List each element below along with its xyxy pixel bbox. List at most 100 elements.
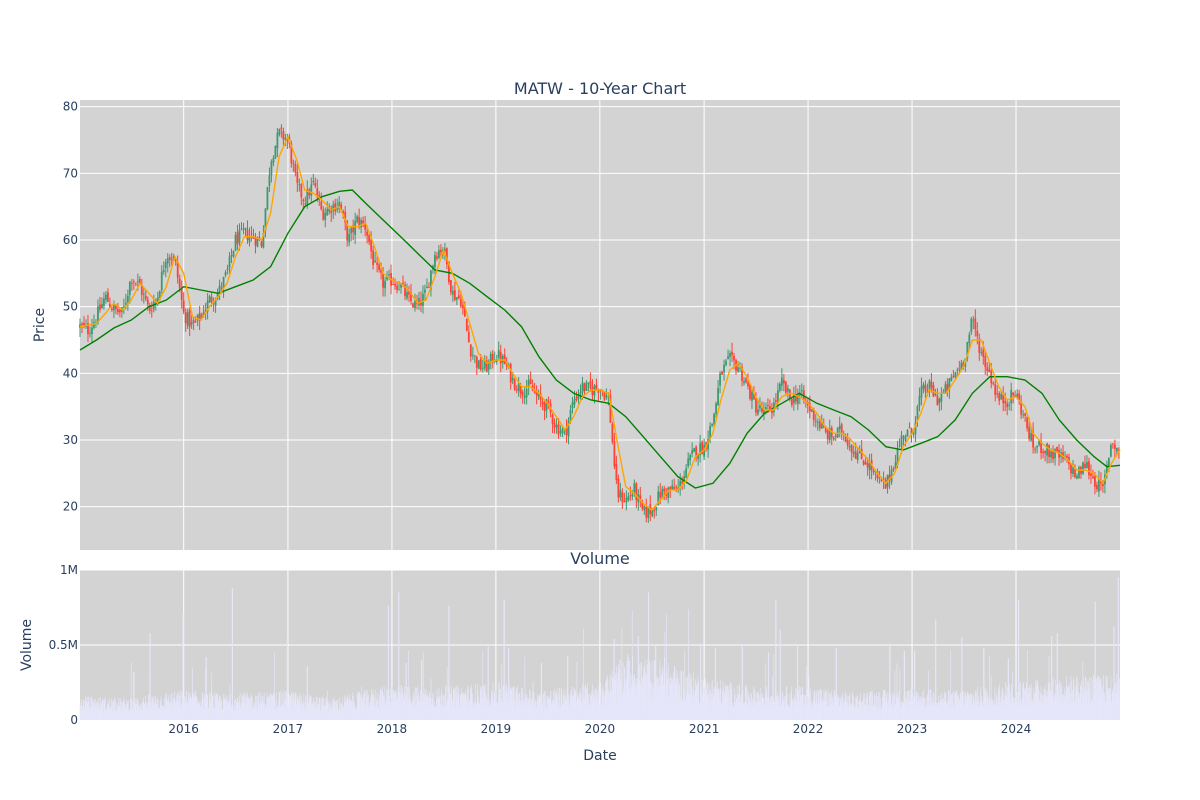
- volume-bar: [106, 704, 108, 720]
- volume-bar: [161, 709, 163, 720]
- volume-bar: [196, 703, 198, 720]
- volume-bar: [482, 693, 484, 720]
- volume-bar: [808, 688, 809, 720]
- candle-body: [541, 401, 544, 405]
- volume-bar: [372, 693, 373, 720]
- volume-bar: [680, 696, 681, 720]
- volume-bar: [793, 694, 795, 720]
- volume-bar: [419, 701, 421, 720]
- volume-bar: [1046, 696, 1048, 720]
- volume-bar: [370, 695, 372, 720]
- volume-bar: [416, 699, 418, 720]
- volume-bar: [517, 693, 519, 720]
- candle-body: [426, 286, 428, 289]
- candle-body: [380, 269, 382, 273]
- volume-bar: [269, 692, 271, 720]
- volume-bar: [259, 702, 261, 720]
- volume-bar: [344, 695, 346, 720]
- volume-bar: [964, 692, 966, 720]
- volume-bar: [629, 694, 631, 720]
- volume-bar: [146, 710, 148, 720]
- candle-body: [202, 312, 205, 316]
- volume-bar: [896, 695, 897, 720]
- volume-bar: [506, 683, 508, 720]
- volume-bar: [923, 690, 925, 720]
- volume-bar: [453, 688, 455, 720]
- volume-bar: [202, 692, 204, 720]
- volume-bar: [627, 654, 629, 720]
- volume-bar: [918, 695, 920, 720]
- volume-bar: [336, 703, 338, 720]
- volume-bar: [463, 692, 465, 720]
- volume-bar: [729, 706, 731, 720]
- volume-bar: [761, 698, 762, 720]
- volume-bar: [144, 703, 146, 720]
- volume-bar: [275, 692, 277, 720]
- volume-bar: [549, 696, 551, 720]
- volume-bar: [86, 696, 88, 720]
- volume-bar: [1087, 704, 1089, 720]
- volume-bar: [985, 692, 986, 720]
- volume-bar: [665, 674, 667, 720]
- volume-bar: [838, 697, 840, 720]
- volume-bar: [408, 704, 410, 720]
- volume-bar: [607, 675, 608, 720]
- volume-bar: [272, 695, 274, 720]
- volume-bar: [338, 710, 339, 720]
- volume-bar: [130, 662, 132, 720]
- volume-bar: [969, 705, 971, 720]
- volume-bar: [1054, 693, 1055, 720]
- volume-bar: [330, 703, 332, 720]
- volume-bar: [129, 711, 130, 720]
- candle-body: [184, 312, 187, 324]
- volume-bar: [934, 694, 936, 720]
- volume-bar: [135, 703, 137, 720]
- volume-bar: [885, 702, 886, 720]
- volume-bar: [677, 678, 679, 720]
- candle-body: [312, 180, 315, 183]
- volume-bar: [975, 696, 977, 720]
- candle-body: [557, 424, 560, 435]
- volume-bar: [710, 702, 712, 720]
- volume-bar: [96, 710, 98, 720]
- candle-body: [326, 208, 329, 216]
- volume-bar: [1067, 695, 1068, 720]
- volume-bar: [201, 700, 203, 720]
- volume-bar: [1080, 703, 1082, 720]
- candle-body: [878, 477, 881, 478]
- volume-bar: [564, 694, 566, 720]
- volume-bar: [999, 702, 1001, 720]
- volume-bar: [227, 701, 228, 720]
- volume-bar: [852, 694, 854, 720]
- volume-bar: [389, 689, 391, 720]
- date-x-tick-label: 2019: [481, 722, 512, 736]
- volume-bar: [782, 695, 784, 720]
- volume-bar: [731, 683, 733, 720]
- volume-bar: [674, 666, 676, 720]
- candle-body: [150, 310, 153, 312]
- volume-bar: [938, 695, 940, 720]
- volume-bar: [85, 701, 87, 720]
- volume-bar: [101, 700, 103, 720]
- candle-body: [757, 409, 759, 415]
- volume-bar: [360, 698, 362, 720]
- volume-bar: [895, 705, 897, 720]
- volume-y-tick-label: 0.5M: [49, 638, 78, 652]
- volume-bar: [335, 704, 337, 720]
- volume-bar: [357, 705, 358, 720]
- candle-body: [366, 231, 369, 236]
- volume-bar: [933, 706, 935, 720]
- candle-body: [812, 410, 815, 420]
- volume-bar: [868, 704, 870, 720]
- volume-bar: [364, 691, 366, 720]
- volume-bar: [837, 696, 838, 720]
- volume-bar: [483, 685, 484, 720]
- volume-bar: [1010, 706, 1012, 720]
- volume-bar: [561, 687, 562, 720]
- volume-bar: [441, 694, 443, 720]
- volume-bar: [870, 691, 872, 720]
- volume-bar: [680, 701, 682, 720]
- volume-bar: [1040, 702, 1042, 720]
- volume-bar: [879, 704, 881, 720]
